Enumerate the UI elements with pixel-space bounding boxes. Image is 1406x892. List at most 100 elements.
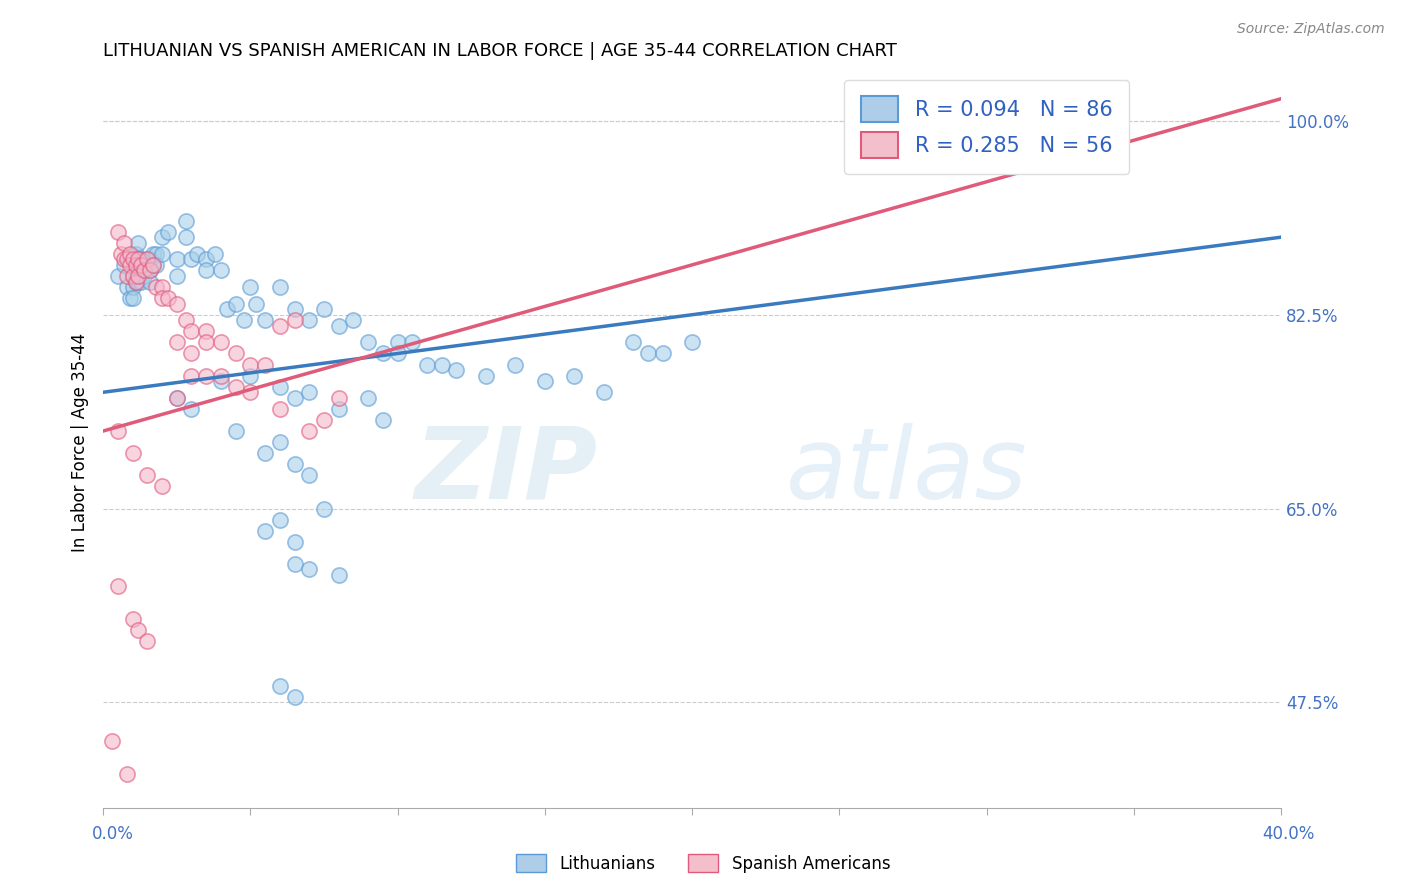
Point <box>127 252 149 267</box>
Point <box>298 562 321 576</box>
Point <box>150 291 173 305</box>
Point <box>328 318 350 333</box>
Point <box>174 213 197 227</box>
Point <box>209 263 232 277</box>
Point <box>342 313 364 327</box>
Point <box>112 252 135 267</box>
Point <box>112 258 135 272</box>
Point <box>269 435 291 450</box>
Point <box>136 252 159 267</box>
Point <box>115 280 138 294</box>
Point <box>215 302 238 317</box>
Point <box>239 368 262 383</box>
Point <box>127 268 149 283</box>
Point <box>115 268 138 283</box>
Point <box>225 424 247 438</box>
Point <box>283 534 305 549</box>
Point <box>107 424 129 438</box>
Point <box>145 280 167 294</box>
Point <box>195 324 218 338</box>
Point <box>195 263 218 277</box>
Y-axis label: In Labor Force | Age 35-44: In Labor Force | Age 35-44 <box>72 333 89 551</box>
Point <box>269 513 291 527</box>
Point <box>124 258 146 272</box>
Point <box>134 258 156 272</box>
Point <box>131 263 153 277</box>
Point <box>357 335 380 350</box>
Point <box>283 690 305 704</box>
Point <box>124 275 146 289</box>
Point <box>283 391 305 405</box>
Point <box>127 252 149 267</box>
Point <box>651 346 673 360</box>
Point <box>312 413 335 427</box>
Point <box>533 374 555 388</box>
Point <box>475 368 498 383</box>
Point <box>166 391 188 405</box>
Point <box>174 313 197 327</box>
Point <box>245 296 267 310</box>
Point <box>121 612 143 626</box>
Point <box>115 767 138 781</box>
Point <box>110 247 132 261</box>
Point <box>124 275 146 289</box>
Point <box>150 247 173 261</box>
Point <box>254 524 277 538</box>
Point <box>637 346 659 360</box>
Point <box>139 252 162 267</box>
Point <box>180 324 202 338</box>
Point <box>134 268 156 283</box>
Point <box>204 247 226 261</box>
Point <box>254 313 277 327</box>
Point <box>681 335 703 350</box>
Point <box>328 568 350 582</box>
Point <box>195 252 218 267</box>
Point <box>166 296 188 310</box>
Point <box>562 368 585 383</box>
Point <box>328 391 350 405</box>
Text: 40.0%: 40.0% <box>1263 825 1315 843</box>
Point <box>269 380 291 394</box>
Point <box>401 335 423 350</box>
Point <box>269 401 291 416</box>
Point <box>112 235 135 250</box>
Point <box>225 296 247 310</box>
Point <box>269 280 291 294</box>
Point <box>127 235 149 250</box>
Point <box>156 225 179 239</box>
Point <box>124 258 146 272</box>
Point <box>107 225 129 239</box>
Point <box>142 247 165 261</box>
Point <box>139 275 162 289</box>
Point <box>134 263 156 277</box>
Point <box>371 413 394 427</box>
Point <box>166 268 188 283</box>
Point <box>166 391 188 405</box>
Point <box>239 358 262 372</box>
Point <box>150 280 173 294</box>
Point <box>121 280 143 294</box>
Point <box>118 247 141 261</box>
Point <box>136 634 159 648</box>
Point <box>269 679 291 693</box>
Point <box>131 275 153 289</box>
Text: 0.0%: 0.0% <box>91 825 134 843</box>
Point <box>416 358 439 372</box>
Point <box>121 252 143 267</box>
Point <box>127 624 149 638</box>
Legend: R = 0.094   N = 86, R = 0.285   N = 56: R = 0.094 N = 86, R = 0.285 N = 56 <box>844 79 1129 174</box>
Point <box>283 457 305 471</box>
Point <box>233 313 256 327</box>
Text: Source: ZipAtlas.com: Source: ZipAtlas.com <box>1237 22 1385 37</box>
Point <box>156 291 179 305</box>
Point <box>166 252 188 267</box>
Point <box>136 252 159 267</box>
Point <box>139 263 162 277</box>
Point <box>121 291 143 305</box>
Point <box>121 268 143 283</box>
Point <box>387 346 409 360</box>
Point <box>312 302 335 317</box>
Point <box>136 263 159 277</box>
Point <box>150 479 173 493</box>
Point <box>127 268 149 283</box>
